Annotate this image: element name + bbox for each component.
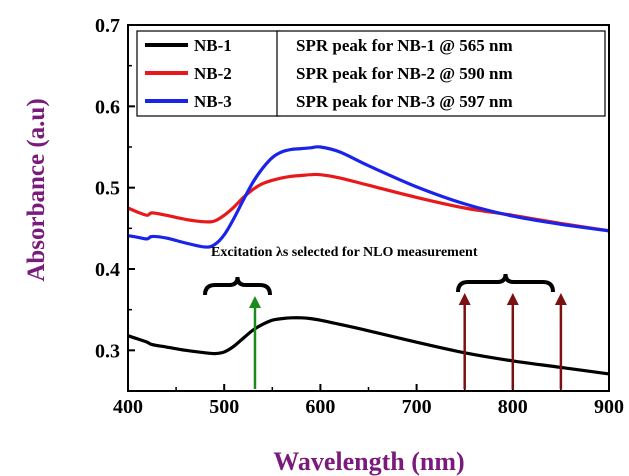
- legend: NB-1 NB-2 NB-3: [136, 30, 281, 117]
- plot-frame: [127, 24, 610, 392]
- y-tick-label: 0.7: [95, 15, 120, 37]
- note-nb1: SPR peak for NB-1 @ 565 nm: [296, 36, 513, 55]
- axis-ticks: 400 500 600 700 800 900 0.3 0.4 0.5 0.6 0.7: [95, 15, 624, 418]
- x-tick-label: 600: [305, 396, 335, 418]
- y-tick-label: 0.6: [95, 96, 120, 118]
- note-nb2: SPR peak for NB-2 @ 590 nm: [296, 64, 513, 83]
- x-tick-label: 900: [594, 396, 624, 418]
- legend-label-nb3: NB-3: [194, 92, 232, 111]
- excitation-arrow-head: [458, 293, 471, 305]
- series-line-nb-2: [127, 172, 610, 233]
- y-tick-label: 0.4: [95, 259, 120, 281]
- series-line-nb-3: [127, 145, 610, 249]
- series-line-nb-1: [127, 316, 610, 376]
- x-tick-label: 700: [402, 396, 432, 418]
- x-tick-label: 400: [113, 396, 143, 418]
- excitation-arrow-head: [554, 293, 567, 305]
- brace-nir: [456, 273, 555, 293]
- spr-peak-notes: SPR peak for NB-1 @ 565 nm SPR peak for …: [276, 30, 606, 117]
- legend-label-nb2: NB-2: [194, 64, 232, 83]
- y-axis-title: Absorbance (a.u): [23, 98, 50, 281]
- x-axis-title: Wavelength (nm): [273, 447, 464, 476]
- y-tick-label: 0.3: [95, 340, 120, 362]
- excitation-annotation: Excitation λs selected for NLO measureme…: [211, 245, 478, 260]
- notes-box: [276, 30, 606, 117]
- y-tick-label: 0.5: [95, 178, 120, 200]
- excitation-arrow-head: [248, 296, 261, 308]
- excitation-arrow-head: [506, 293, 519, 305]
- brace-visible: [203, 276, 272, 296]
- series-layer: [127, 145, 610, 376]
- x-tick-label: 500: [209, 396, 239, 418]
- legend-label-nb1: NB-1: [194, 36, 232, 55]
- annotation-layer: [203, 273, 567, 389]
- note-nb3: SPR peak for NB-3 @ 597 nm: [296, 92, 513, 111]
- x-tick-label: 800: [498, 396, 528, 418]
